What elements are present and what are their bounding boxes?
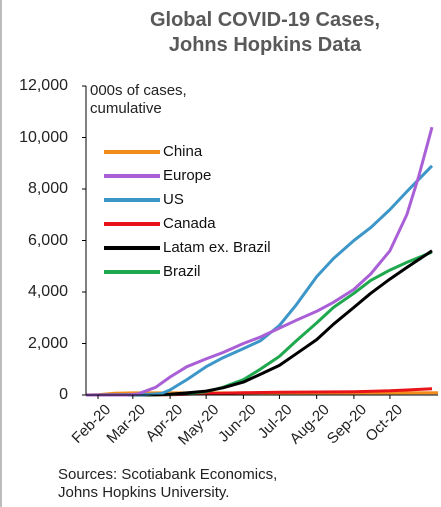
legend-swatch-canada xyxy=(104,222,160,226)
sources-line-1: Sources: Scotiabank Economics, xyxy=(58,466,278,483)
legend-swatch-europe xyxy=(104,174,160,178)
series-line-latam-ex-brazil xyxy=(85,249,433,397)
left-border xyxy=(0,0,2,507)
chart-title-line-1: Global COVID-19 Cases, xyxy=(149,9,381,31)
x-tick-label: Oct-20 xyxy=(362,401,406,445)
y-tick-label: 2,000 xyxy=(27,334,68,352)
x-tick-label: Jun-20 xyxy=(215,401,259,445)
sources-line-2: Johns Hopkins University. xyxy=(58,484,230,501)
legend-label-us: US xyxy=(163,191,184,208)
legend-label-china: China xyxy=(163,143,203,160)
x-tick-label: May-20 xyxy=(175,401,222,448)
legend-label-canada: Canada xyxy=(163,215,216,232)
x-tick-label: Aug-20 xyxy=(287,401,333,447)
y-tick-label: 8,000 xyxy=(27,180,68,197)
legend-swatch-brazil xyxy=(104,270,160,274)
legend-label-brazil: Brazil xyxy=(163,263,201,280)
y-tick-label: 6,000 xyxy=(27,231,68,249)
series-line-europe xyxy=(86,126,434,397)
y-tick-label: 4,000 xyxy=(27,283,68,300)
y-tick-label: 10,000 xyxy=(19,128,68,146)
legend-label-latam-ex-brazil: Latam ex. Brazil xyxy=(163,239,271,256)
y-axis-unit-line-1: 000s of cases, xyxy=(90,82,187,99)
x-tick-label: Mar-20 xyxy=(103,401,149,447)
legend-swatch-us xyxy=(104,198,160,202)
legend-label-europe: Europe xyxy=(163,167,212,184)
series-line-us xyxy=(85,164,434,397)
legend-swatch-latam-ex-brazil xyxy=(104,246,160,250)
y-tick-label: 12,000 xyxy=(19,77,68,94)
legend-swatch-china xyxy=(104,150,160,154)
chart-title-line-2: Johns Hopkins Data xyxy=(168,34,362,56)
x-tick-label: Sep-20 xyxy=(324,401,370,447)
y-axis-unit-line-2: cumulative xyxy=(90,100,162,117)
y-tick-label: 0 xyxy=(59,386,68,403)
